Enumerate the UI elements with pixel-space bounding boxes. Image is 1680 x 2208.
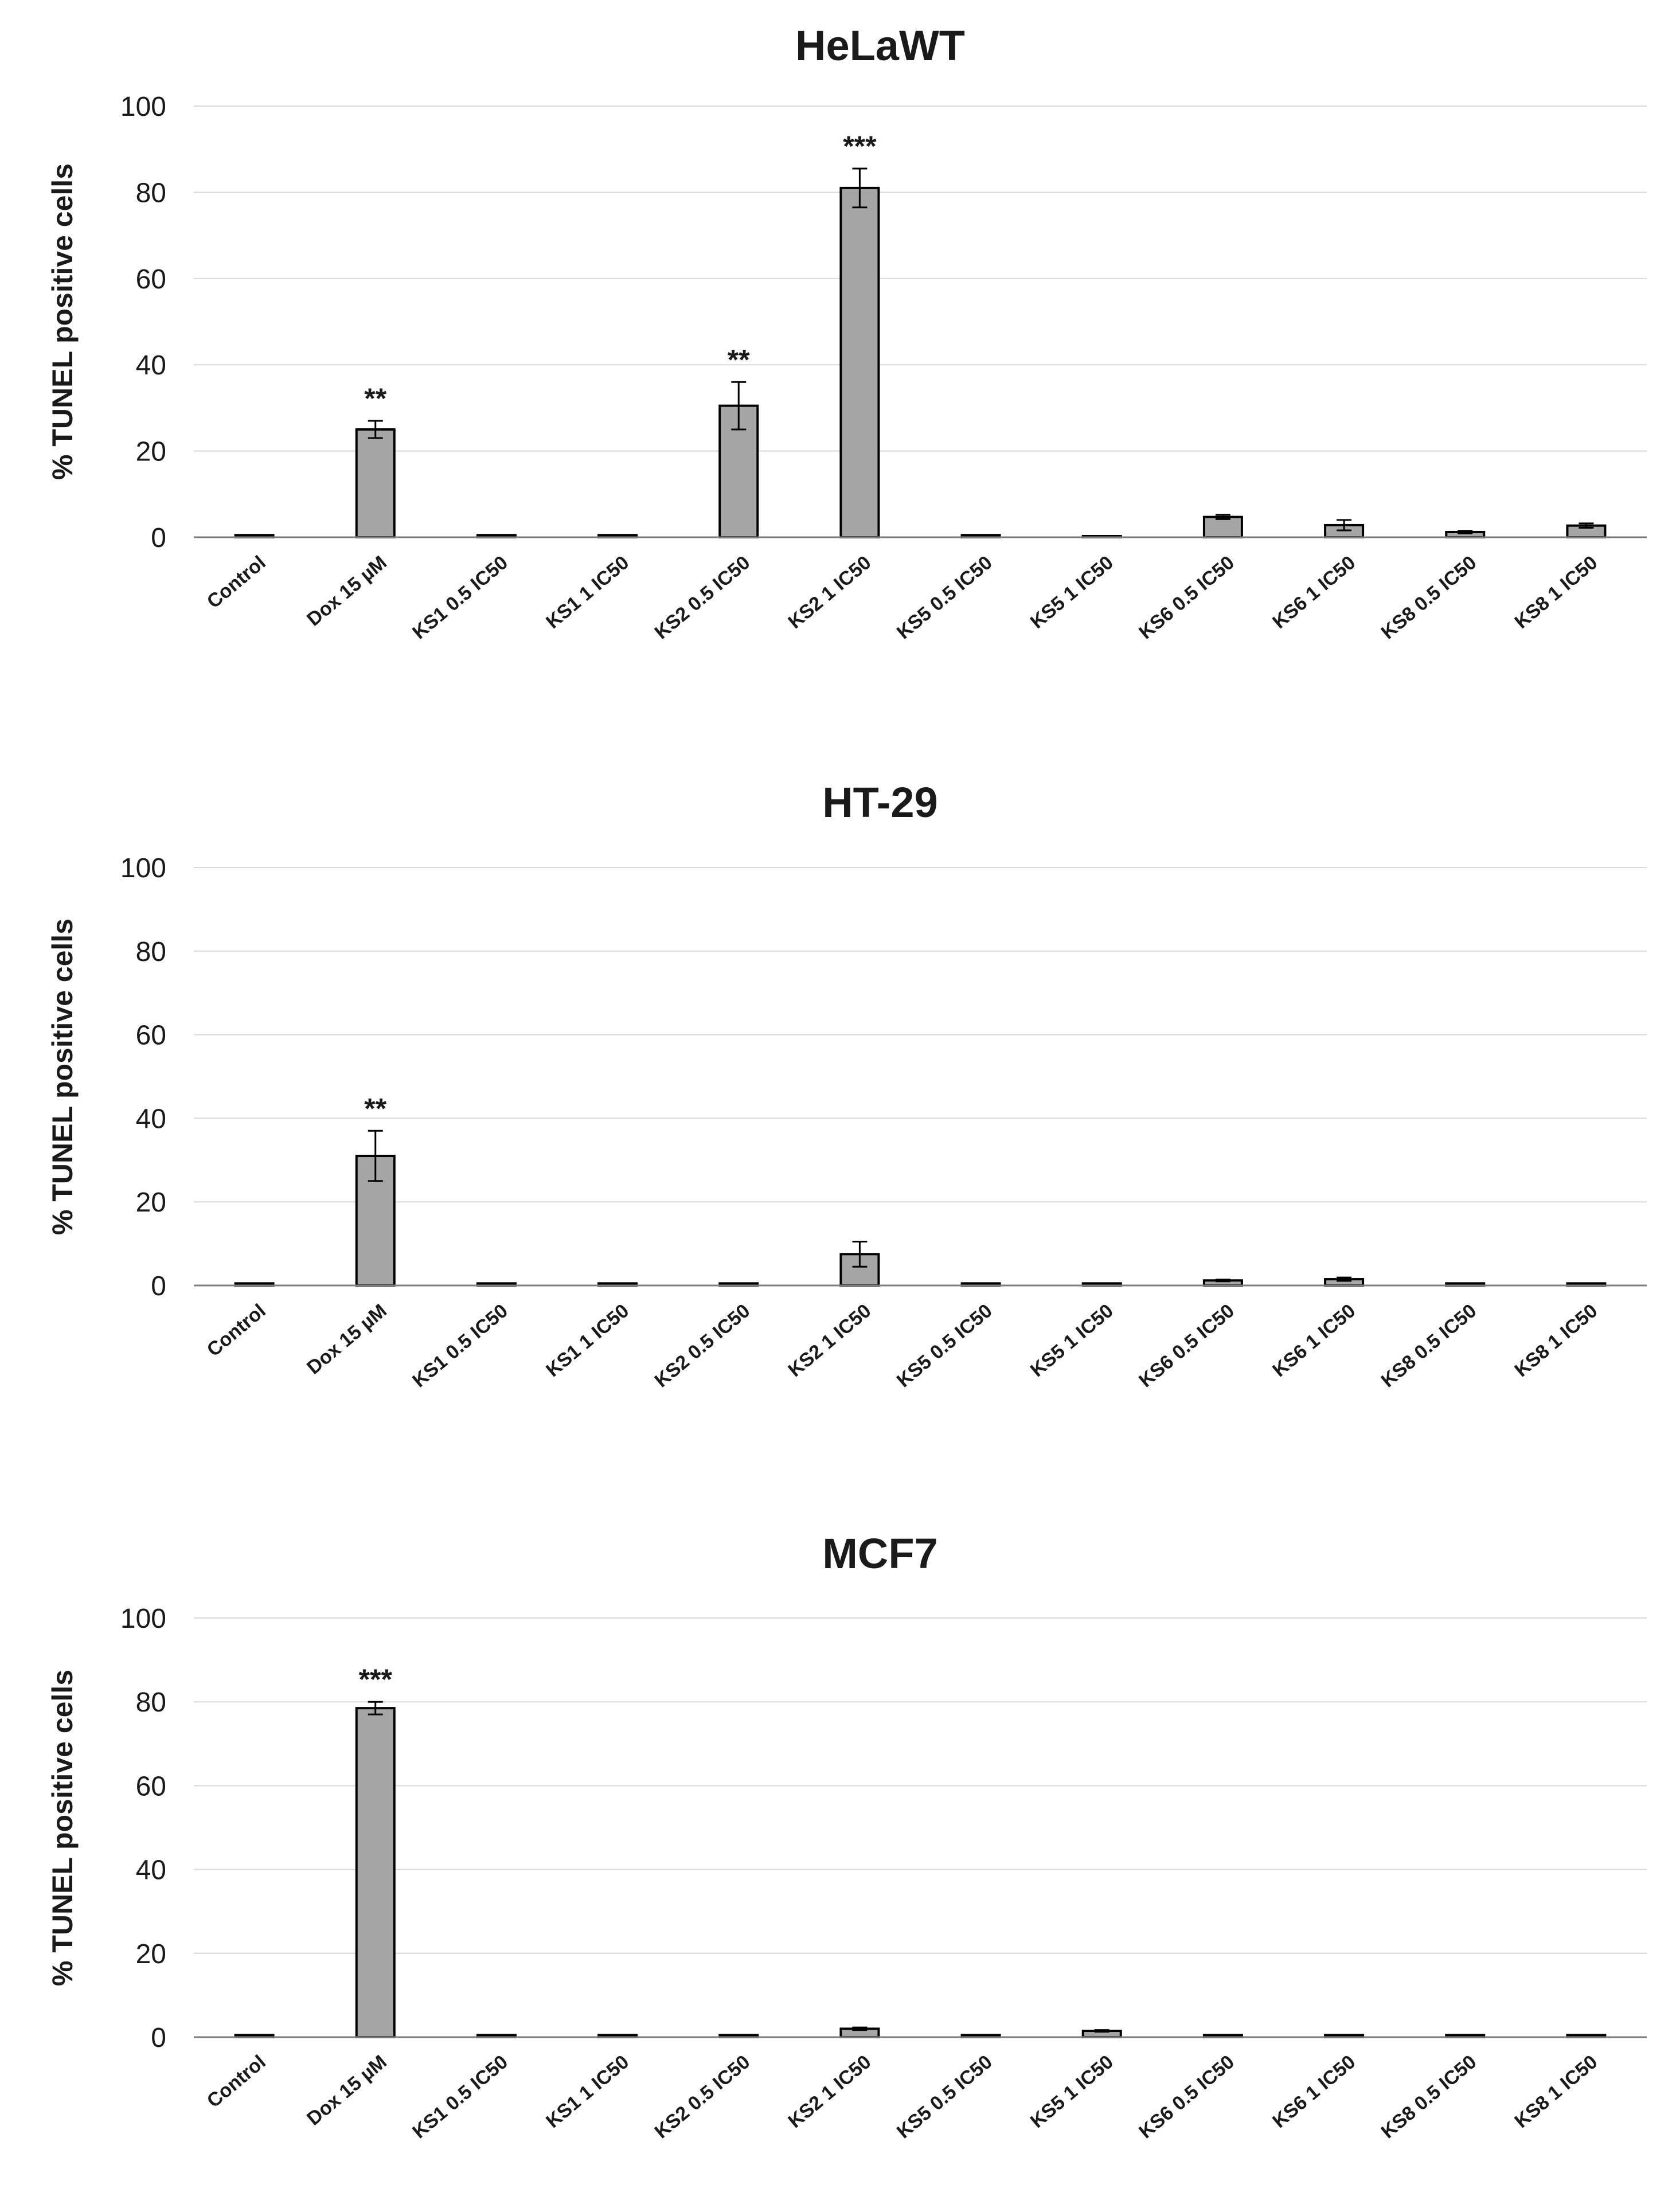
- x-tick-label: KS5 1 IC50: [1026, 1300, 1118, 1381]
- x-tick-label: Control: [203, 552, 270, 613]
- y-tick-label: 100: [120, 92, 166, 122]
- x-tick-label: KS2 0.5 IC50: [651, 2051, 755, 2143]
- x-tick-label: Control: [203, 1300, 270, 1361]
- bar: [839, 186, 880, 538]
- x-tick-label: KS2 1 IC50: [784, 2051, 875, 2132]
- significance-label: **: [728, 343, 750, 376]
- y-tick-label: 0: [151, 1271, 166, 1302]
- x-tick-label: KS6 0.5 IC50: [1135, 1300, 1238, 1392]
- x-tick-label: KS8 0.5 IC50: [1377, 1300, 1481, 1392]
- x-tick-label: KS1 1 IC50: [542, 1300, 633, 1381]
- x-tick-label: KS8 1 IC50: [1510, 2051, 1601, 2132]
- x-tick-label: KS5 0.5 IC50: [893, 2051, 997, 2143]
- x-tick-label: KS2 0.5 IC50: [651, 1300, 755, 1392]
- x-tick-label: Dox 15 µM: [303, 2051, 391, 2130]
- y-tick-label: 40: [136, 1104, 166, 1134]
- bar: [355, 428, 396, 538]
- x-tick-label: KS5 0.5 IC50: [893, 552, 997, 643]
- y-tick-label: 20: [136, 1939, 166, 1969]
- significance-label: ***: [843, 130, 877, 162]
- x-tick-label: KS2 1 IC50: [784, 1300, 875, 1381]
- y-tick-label: 40: [136, 1855, 166, 1886]
- y-tick-label: 80: [136, 1687, 166, 1718]
- y-tick-label: 100: [120, 1604, 166, 1634]
- x-tick-label: Dox 15 µM: [303, 552, 391, 631]
- chart-panel-1: HeLaWT % TUNEL positive cells 0 20 40 60 80 100…: [46, 22, 1647, 643]
- x-tick-label: KS5 1 IC50: [1026, 2051, 1118, 2132]
- y-tick-label: 60: [136, 1771, 166, 1801]
- y-tick-label: 0: [151, 2023, 166, 2053]
- x-tick-label: KS2 1 IC50: [784, 552, 875, 633]
- y-tick-label: 20: [136, 1187, 166, 1218]
- x-tick-label: KS5 1 IC50: [1026, 552, 1118, 633]
- bar: [1202, 515, 1243, 539]
- significance-label: **: [364, 1092, 386, 1124]
- y-tick-label: 80: [136, 937, 166, 967]
- y-tick-label: 40: [136, 350, 166, 381]
- x-tick-label: KS5 0.5 IC50: [893, 1300, 997, 1392]
- x-tick-label: KS8 0.5 IC50: [1377, 2051, 1481, 2143]
- y-tick-label: 100: [120, 853, 166, 884]
- y-tick-label: 80: [136, 178, 166, 208]
- y-axis-label: % TUNEL positive cells: [46, 1670, 79, 1986]
- chart-panel-3: MCF7 % TUNEL positive cells 0 20 40 60 80 100 Co…: [46, 1530, 1647, 2143]
- y-axis-label: % TUNEL positive cells: [46, 919, 79, 1235]
- x-tick-label: KS8 0.5 IC50: [1377, 552, 1481, 643]
- y-axis-label: % TUNEL positive cells: [46, 163, 79, 480]
- chart-panel-2: HT-29 % TUNEL positive cells 0 20 40 60 80 100 C…: [46, 779, 1647, 1392]
- x-tick-label: Control: [203, 2051, 270, 2112]
- x-tick-label: KS1 1 IC50: [542, 552, 633, 633]
- x-tick-label: KS1 0.5 IC50: [408, 1300, 512, 1392]
- x-tick-label: KS8 1 IC50: [1510, 552, 1601, 633]
- x-tick-label: Dox 15 µM: [303, 1300, 391, 1379]
- x-tick-label: KS6 1 IC50: [1268, 552, 1359, 633]
- bar: [718, 404, 759, 539]
- x-tick-label: KS6 0.5 IC50: [1135, 552, 1238, 643]
- x-tick-label: KS1 1 IC50: [542, 2051, 633, 2132]
- x-tick-label: KS1 0.5 IC50: [408, 2051, 512, 2143]
- y-tick-label: 0: [151, 523, 166, 553]
- x-tick-label: KS1 0.5 IC50: [408, 552, 512, 643]
- chart-title: HeLaWT: [795, 22, 965, 69]
- y-tick-label: 60: [136, 1021, 166, 1051]
- chart-title: MCF7: [822, 1530, 937, 1577]
- y-tick-label: 20: [136, 437, 166, 467]
- x-tick-label: KS6 1 IC50: [1268, 2051, 1359, 2132]
- y-tick-label: 60: [136, 264, 166, 295]
- significance-label: **: [364, 382, 386, 415]
- significance-label: ***: [359, 1663, 393, 1695]
- x-tick-label: KS8 1 IC50: [1510, 1300, 1601, 1381]
- x-tick-label: KS6 1 IC50: [1268, 1300, 1359, 1381]
- chart-title: HT-29: [822, 779, 938, 826]
- bar: [355, 1707, 396, 2039]
- x-tick-label: KS6 0.5 IC50: [1135, 2051, 1238, 2143]
- x-tick-label: KS2 0.5 IC50: [651, 552, 755, 643]
